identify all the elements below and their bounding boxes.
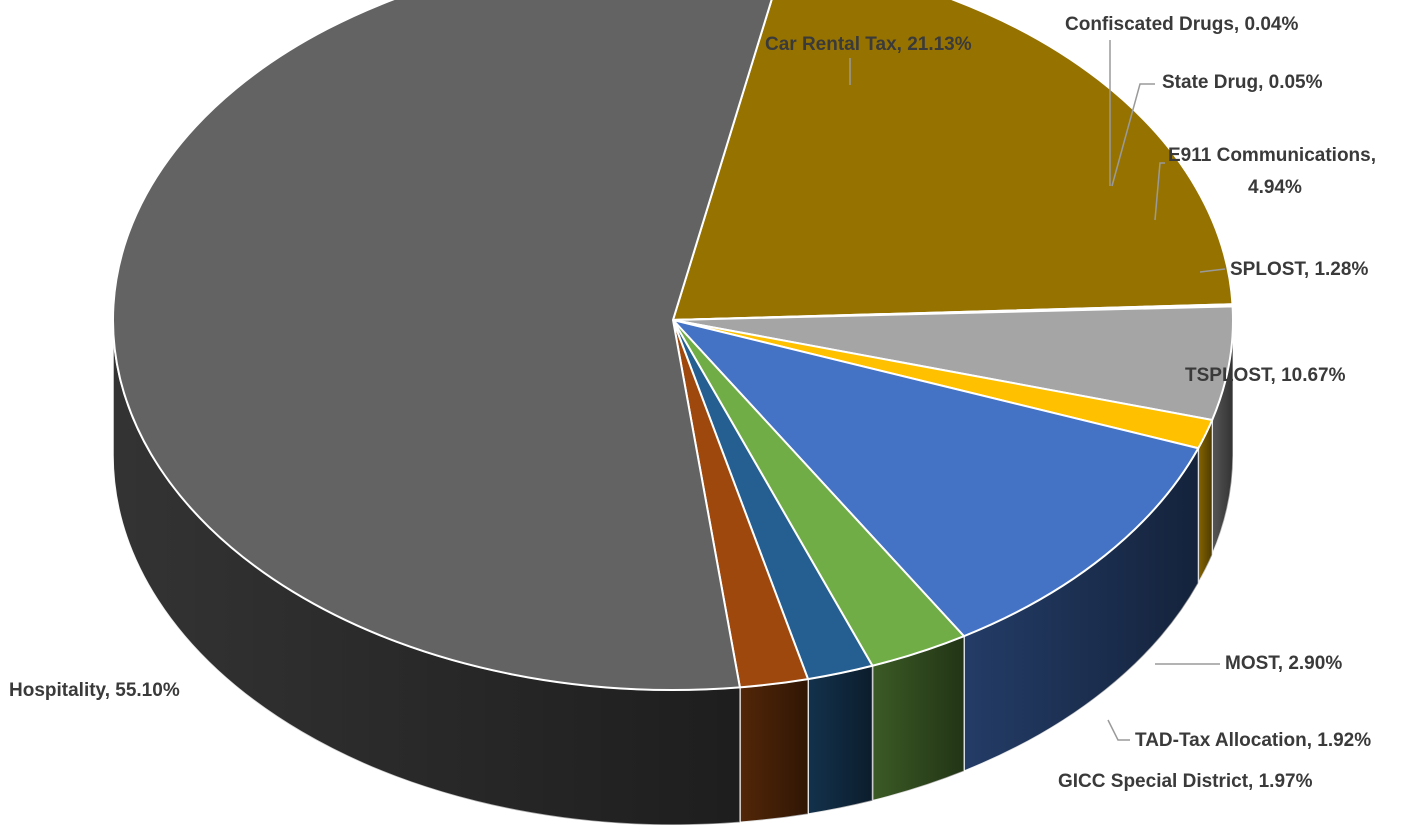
slice-side-shade <box>1212 320 1233 555</box>
leader-lines <box>849 40 1226 741</box>
slice-hospitality <box>112 0 773 691</box>
data-label-tsplost: TSPLOST, 10.67% <box>1185 365 1346 386</box>
leader-line-e911-communications <box>1154 162 1165 221</box>
leader-line-tad-tax-allocation <box>1107 719 1130 741</box>
slice-side-shade <box>1198 419 1213 584</box>
data-label-gicc-special-district: GICC Special District, 1.97% <box>1058 771 1313 792</box>
data-label-line: 4.94% <box>1248 177 1302 198</box>
slice-side-shade <box>872 636 964 801</box>
slice-car-rental-tax <box>672 0 1234 321</box>
slice-side-shade <box>963 448 1199 772</box>
pie-sides <box>112 319 1234 826</box>
leader-line-state-drug <box>1111 83 1155 187</box>
data-label-line: E911 Communications, <box>1168 145 1376 166</box>
slice-side-shade <box>808 665 873 815</box>
data-label-splost: SPLOST, 1.28% <box>1230 259 1368 280</box>
data-label-tad-tax-allocation: TAD-Tax Allocation, 1.92% <box>1135 730 1371 751</box>
data-labels: Car Rental Tax, 21.13% Confiscated Drugs,… <box>9 14 1376 792</box>
leader-line-splost <box>1199 268 1226 273</box>
data-label-car-rental-tax: Car Rental Tax, 21.13% <box>765 34 972 55</box>
slice-side-shade <box>739 679 809 823</box>
pie-slices <box>112 0 1234 691</box>
slice-tsplost <box>672 319 1200 638</box>
data-label-hospitality: Hospitality, 55.10% <box>9 680 180 701</box>
slice-side-shade <box>113 320 740 825</box>
data-label-e911-communications: E911 Communications, 4.94% <box>1168 145 1376 198</box>
data-label-confiscated-drugs: Confiscated Drugs, 0.04% <box>1065 14 1298 35</box>
data-label-state-drug: State Drug, 0.05% <box>1162 72 1323 93</box>
slice-e911-communications <box>672 305 1234 421</box>
data-label-most: MOST, 2.90% <box>1225 653 1342 674</box>
